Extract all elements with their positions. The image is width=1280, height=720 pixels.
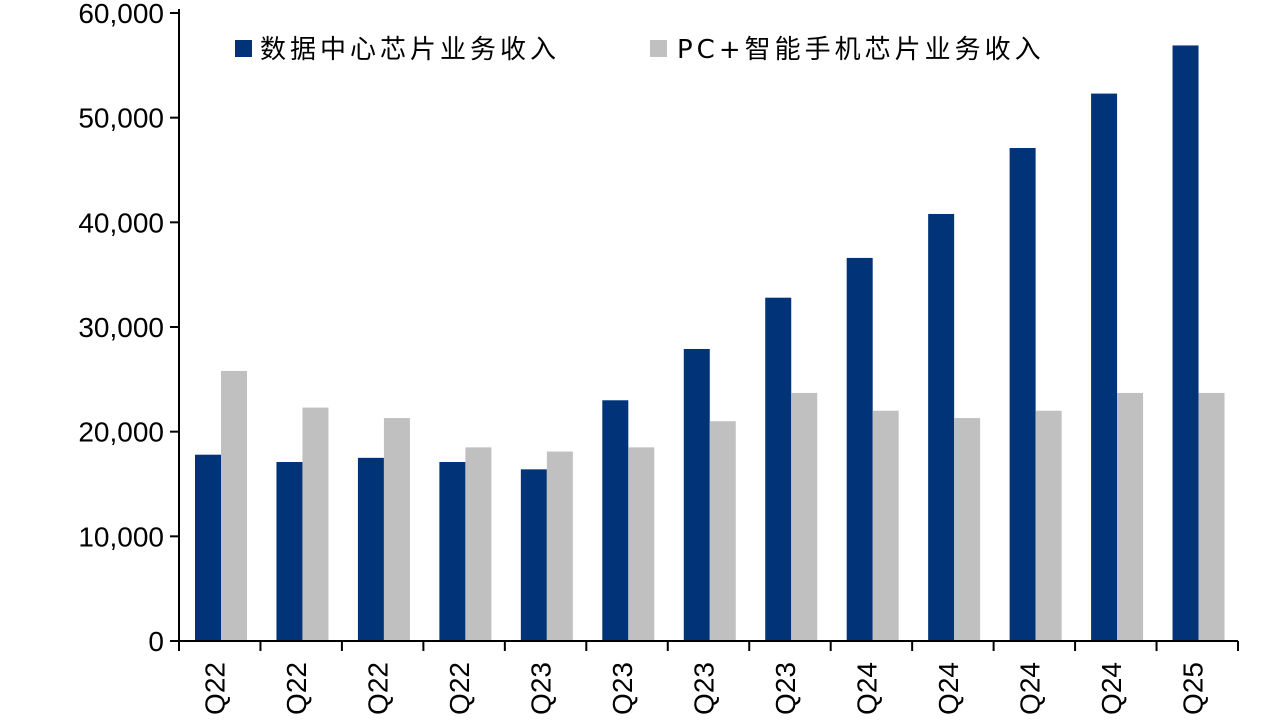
legend-label: PC+智能手机芯片业务收入 bbox=[677, 35, 1045, 65]
bar-datacenter bbox=[765, 297, 792, 641]
x-tick-label: Q23 bbox=[770, 662, 801, 715]
bar-datacenter bbox=[1091, 93, 1118, 642]
bar-datacenter bbox=[602, 400, 629, 641]
bar-pc-smartphone bbox=[1198, 392, 1225, 641]
bar-datacenter bbox=[683, 348, 710, 641]
x-tick-label: Q22 bbox=[363, 662, 394, 715]
x-axis: Q22 Q22 Q22 Q22 Q23 Q23 Q23 Q23 Q24 Q24 Q24 Q24 Q25 bbox=[178, 640, 1239, 715]
bars bbox=[195, 45, 1225, 642]
bar-pc-smartphone bbox=[383, 418, 410, 641]
y-tick-label: 50,000 bbox=[78, 103, 164, 134]
bar-pc-smartphone bbox=[221, 370, 247, 641]
y-tick-label: 0 bbox=[148, 626, 164, 657]
bar-pc-smartphone bbox=[954, 418, 981, 641]
bar-datacenter bbox=[276, 462, 303, 641]
x-tick-label: Q25 bbox=[1177, 662, 1208, 715]
legend-swatch bbox=[235, 40, 252, 57]
legend: 数据中心芯片业务收入 PC+智能手机芯片业务收入 bbox=[235, 35, 1045, 65]
y-axis: 0 10,000 20,000 30,000 40,000 50,000 60,000 bbox=[78, 0, 180, 657]
y-tick-label: 40,000 bbox=[78, 207, 164, 238]
x-tick-label: Q23 bbox=[689, 662, 720, 715]
bar-pc-smartphone bbox=[628, 447, 655, 641]
legend-label: 数据中心芯片业务收入 bbox=[260, 35, 560, 65]
bar-pc-smartphone bbox=[546, 451, 573, 641]
bar-datacenter bbox=[846, 257, 873, 641]
bar-pc-smartphone bbox=[1035, 410, 1062, 641]
x-tick-label: Q24 bbox=[1014, 662, 1045, 715]
bar-datacenter bbox=[357, 457, 384, 641]
bar-pc-smartphone bbox=[709, 421, 736, 641]
x-tick-label: Q23 bbox=[526, 662, 557, 715]
bar-pc-smartphone bbox=[302, 407, 329, 641]
x-tick-label: Q23 bbox=[607, 662, 638, 715]
x-tick-label: Q22 bbox=[281, 662, 312, 715]
bar-datacenter bbox=[520, 469, 547, 641]
bar-pc-smartphone bbox=[791, 392, 818, 641]
legend-swatch bbox=[650, 40, 667, 57]
y-tick-label: 60,000 bbox=[78, 0, 164, 29]
x-tick-label: Q24 bbox=[851, 662, 882, 715]
bar-pc-smartphone bbox=[872, 410, 899, 641]
bar-datacenter bbox=[1172, 45, 1199, 642]
bar-datacenter bbox=[439, 462, 466, 641]
bar-datacenter bbox=[928, 213, 955, 641]
y-tick-label: 30,000 bbox=[78, 312, 164, 343]
x-tick-label: Q24 bbox=[933, 662, 964, 715]
bar-datacenter bbox=[1009, 148, 1036, 641]
bar-pc-smartphone bbox=[465, 447, 492, 641]
y-tick-label: 10,000 bbox=[78, 521, 164, 552]
x-tick-label: Q22 bbox=[200, 662, 231, 715]
x-tick-label: Q24 bbox=[1096, 662, 1127, 715]
bar-pc-smartphone bbox=[1117, 392, 1144, 641]
x-tick-label: Q22 bbox=[444, 662, 475, 715]
y-tick-label: 20,000 bbox=[78, 417, 164, 448]
bar-datacenter bbox=[195, 454, 221, 641]
